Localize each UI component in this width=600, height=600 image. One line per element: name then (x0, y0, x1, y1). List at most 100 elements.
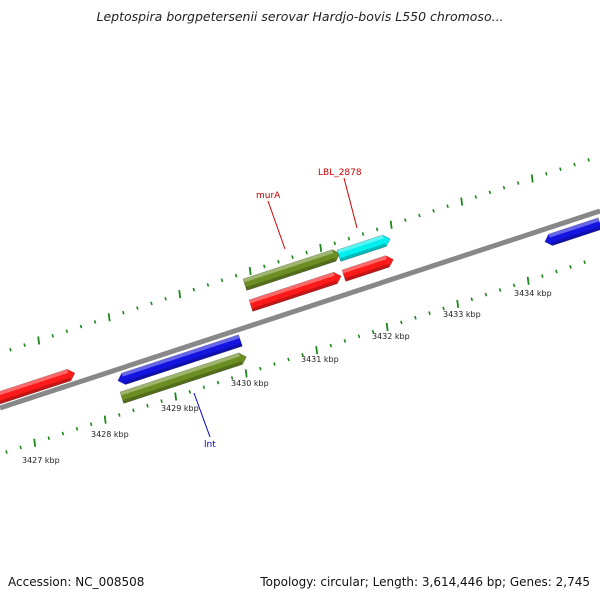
scale-label-3427: 3427 kbp (22, 456, 60, 465)
lower-tick (526, 276, 530, 285)
lower-tick (287, 357, 290, 362)
lower-tick (512, 283, 516, 288)
upper-tick (206, 283, 210, 287)
upper-tick-track (9, 158, 590, 352)
upper-tick (136, 306, 139, 310)
gene-pointer-lnt (193, 392, 211, 438)
upper-tick (559, 167, 562, 172)
upper-tick (150, 301, 153, 306)
upper-tick (488, 190, 492, 195)
upper-tick (333, 241, 337, 246)
lower-tick (583, 260, 586, 265)
scale-label-3430: 3430 kbp (231, 379, 269, 388)
scale-labels: 3427 kbp 3428 kbp 3429 kbp 3430 kbp 3431… (22, 289, 552, 465)
upper-tick (516, 181, 520, 185)
lower-tick (160, 399, 163, 403)
gene-red-2[interactable] (341, 254, 395, 282)
lower-tick (329, 343, 333, 348)
lower-tick (230, 376, 234, 380)
lower-tick (174, 392, 178, 401)
upper-tick (474, 195, 478, 199)
lower-tick (47, 436, 51, 440)
upper-tick (545, 171, 548, 176)
lower-tick (343, 339, 347, 343)
lower-tick (244, 369, 248, 378)
upper-tick (432, 208, 435, 213)
lower-tick (273, 362, 276, 366)
lower-tick (61, 431, 65, 436)
gene-red-1[interactable] (248, 270, 343, 312)
lower-tick-track (5, 260, 586, 454)
upper-tick (347, 236, 351, 241)
gene-label-lnt[interactable]: lnt (204, 440, 216, 450)
lower-tick (569, 265, 572, 269)
gene-blue-lnt[interactable] (116, 334, 243, 387)
lower-tick (146, 403, 149, 408)
upper-tick (220, 278, 224, 283)
gene-red-left[interactable] (0, 367, 77, 405)
upper-tick (122, 310, 125, 315)
upper-tick (93, 320, 97, 324)
upper-tick (502, 185, 506, 190)
lower-tick (315, 346, 319, 355)
lower-tick (428, 311, 431, 315)
upper-tick (361, 232, 365, 236)
upper-tick (178, 290, 182, 299)
lower-tick (498, 288, 502, 292)
upper-tick (164, 296, 167, 301)
upper-tick (319, 243, 323, 252)
upper-tick (404, 218, 407, 222)
lower-tick (259, 366, 262, 371)
upper-tick (530, 174, 534, 183)
map-title: Leptospira borgpetersenii serovar Hardjo… (96, 9, 504, 24)
lower-tick (555, 269, 558, 274)
gene-olive-murA[interactable] (242, 248, 342, 291)
lower-tick (89, 422, 93, 427)
lower-tick (470, 297, 474, 302)
lower-tick (400, 320, 403, 325)
scale-label-3428: 3428 kbp (91, 430, 129, 439)
gene-pointer-LBL_2878 (343, 177, 358, 229)
gene-blue-right[interactable] (543, 217, 600, 247)
upper-tick (65, 329, 69, 334)
lower-tick (371, 329, 375, 334)
lower-tick (103, 415, 107, 424)
upper-tick (23, 343, 26, 347)
lower-tick (188, 390, 192, 394)
lower-tick (414, 315, 417, 320)
lower-tick (484, 292, 488, 297)
gene-features (0, 217, 600, 405)
upper-tick (37, 336, 41, 345)
accession-text: Accession: NC_008508 (8, 575, 145, 589)
lower-tick (75, 427, 79, 431)
lower-tick (19, 445, 22, 450)
upper-tick (79, 324, 83, 329)
upper-tick (375, 227, 379, 232)
lower-tick (118, 413, 121, 417)
lower-tick (541, 274, 544, 278)
scale-label-3431: 3431 kbp (301, 355, 339, 364)
gene-label-LBL_2878[interactable]: LBL_2878 (318, 168, 362, 178)
gene-label-murA[interactable]: murA (256, 191, 281, 201)
lower-tick (216, 380, 220, 385)
gene-cyan-LBL_2878[interactable] (336, 233, 392, 262)
upper-tick (192, 287, 196, 292)
upper-tick (277, 259, 280, 264)
gene-olive-lower[interactable] (119, 351, 248, 404)
scale-label-3434: 3434 kbp (514, 289, 552, 298)
upper-tick (418, 213, 421, 218)
gene-pointer-murA (267, 200, 286, 250)
upper-tick (248, 266, 252, 276)
lower-tick (357, 334, 361, 339)
scale-label-3429: 3429 kbp (161, 404, 199, 413)
topology-summary: Topology: circular; Length: 3,614,446 bp… (260, 575, 590, 589)
lower-tick (132, 408, 135, 413)
upper-tick (291, 255, 294, 259)
upper-tick (263, 264, 266, 269)
upper-tick (389, 220, 393, 229)
upper-tick (305, 250, 308, 255)
scale-label-3432: 3432 kbp (372, 332, 410, 341)
scale-label-3433: 3433 kbp (443, 310, 481, 319)
lower-tick (442, 306, 445, 311)
